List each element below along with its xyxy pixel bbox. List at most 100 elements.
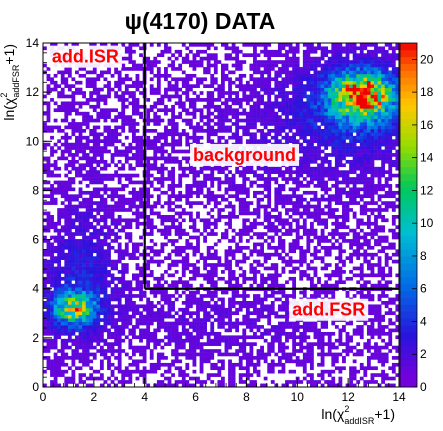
heatmap-cell [270, 366, 275, 371]
heatmap-cell [231, 283, 236, 288]
heatmap-cell [103, 356, 108, 360]
heatmap-cell [46, 159, 51, 164]
heatmap-cell [57, 173, 62, 178]
heatmap-cell [242, 270, 247, 274]
heatmap-cell [53, 297, 58, 302]
heatmap-cell [146, 369, 151, 374]
heatmap-cell [85, 77, 90, 82]
heatmap-cell [302, 139, 307, 144]
heatmap-cell [217, 373, 222, 377]
heatmap-cell [245, 304, 250, 309]
heatmap-cell [256, 318, 261, 322]
heatmap-cell [60, 149, 65, 154]
heatmap-cell [92, 104, 97, 109]
heatmap-cell [285, 125, 289, 130]
heatmap-cell [302, 101, 307, 106]
heatmap-cell [149, 194, 154, 199]
heatmap-cell [160, 318, 165, 322]
heatmap-cell [67, 245, 72, 250]
heatmap-cell [50, 362, 54, 367]
heatmap-cell [196, 215, 200, 219]
heatmap-cell [167, 208, 172, 212]
heatmap-cell [57, 297, 62, 302]
heatmap-cell [156, 325, 161, 329]
heatmap-cell [164, 335, 168, 340]
heatmap-cell [274, 218, 279, 223]
heatmap-cell [260, 173, 264, 178]
heatmap-cell [110, 263, 115, 267]
heatmap-cell [256, 67, 261, 71]
heatmap-cell [50, 304, 54, 309]
heatmap-cell [121, 276, 126, 281]
heatmap-cell [228, 263, 232, 267]
heatmap-cell [228, 53, 232, 58]
heatmap-cell [231, 70, 236, 75]
heatmap-cell [192, 266, 197, 271]
heatmap-cell [89, 307, 94, 312]
heatmap-cell [299, 132, 304, 137]
heatmap-cell [196, 60, 200, 64]
heatmap-cell [53, 359, 58, 364]
heatmap-cell [78, 67, 83, 71]
heatmap-cell [156, 362, 161, 367]
heatmap-cell [50, 263, 54, 267]
heatmap-cell [281, 184, 286, 188]
heatmap-cell [310, 280, 314, 285]
heatmap-cell [288, 129, 293, 133]
heatmap-cell [310, 77, 314, 82]
heatmap-cell [117, 328, 122, 333]
heatmap-cell [306, 115, 311, 119]
heatmap-cell [206, 139, 211, 144]
heatmap-cell [285, 56, 289, 61]
heatmap-cell [245, 256, 250, 260]
heatmap-cell [277, 60, 282, 64]
heatmap-cell [224, 118, 229, 123]
heatmap-cell [285, 352, 289, 357]
heatmap-cell [60, 349, 65, 353]
heatmap-cell [217, 108, 222, 113]
heatmap-cell [235, 190, 240, 195]
heatmap-cell [310, 215, 314, 219]
heatmap-cell [235, 362, 240, 367]
heatmap-cell [263, 294, 268, 298]
heatmap-cell [313, 70, 318, 75]
heatmap-cell [228, 98, 232, 102]
heatmap-cell [110, 135, 115, 140]
heatmap-cell [203, 98, 208, 102]
heatmap-cell [274, 383, 279, 388]
heatmap-cell [124, 232, 129, 236]
heatmap-cell [267, 266, 272, 271]
heatmap-cell [121, 294, 126, 298]
heatmap-cell [117, 125, 122, 130]
heatmap-cell [50, 43, 54, 47]
heatmap-cell [231, 115, 236, 119]
heatmap-cell [146, 314, 151, 319]
heatmap-cell [199, 166, 204, 171]
heatmap-cell [310, 115, 314, 119]
heatmap-cell [267, 307, 272, 312]
heatmap-cell [85, 142, 90, 147]
heatmap-cell [313, 335, 318, 340]
heatmap-cell [206, 201, 211, 205]
heatmap-cell [213, 204, 218, 209]
heatmap-cell [302, 376, 307, 381]
heatmap-cell [146, 194, 151, 199]
heatmap-cell [306, 242, 311, 247]
heatmap-cell [110, 362, 115, 367]
heatmap-cell [221, 135, 225, 140]
heatmap-cell [217, 122, 222, 126]
heatmap-cell [171, 201, 175, 205]
heatmap-cell [295, 362, 300, 367]
heatmap-cell [139, 369, 143, 374]
heatmap-cell [238, 362, 243, 367]
heatmap-cell [164, 142, 168, 147]
heatmap-cell [153, 91, 158, 95]
heatmap-cell [43, 180, 47, 185]
heatmap-cell [242, 60, 247, 64]
heatmap-cell [43, 325, 47, 329]
heatmap-cell [206, 129, 211, 133]
heatmap-cell [89, 290, 94, 295]
heatmap-cell [217, 321, 222, 326]
heatmap-cell [75, 276, 79, 281]
heatmap-cell [274, 177, 279, 181]
